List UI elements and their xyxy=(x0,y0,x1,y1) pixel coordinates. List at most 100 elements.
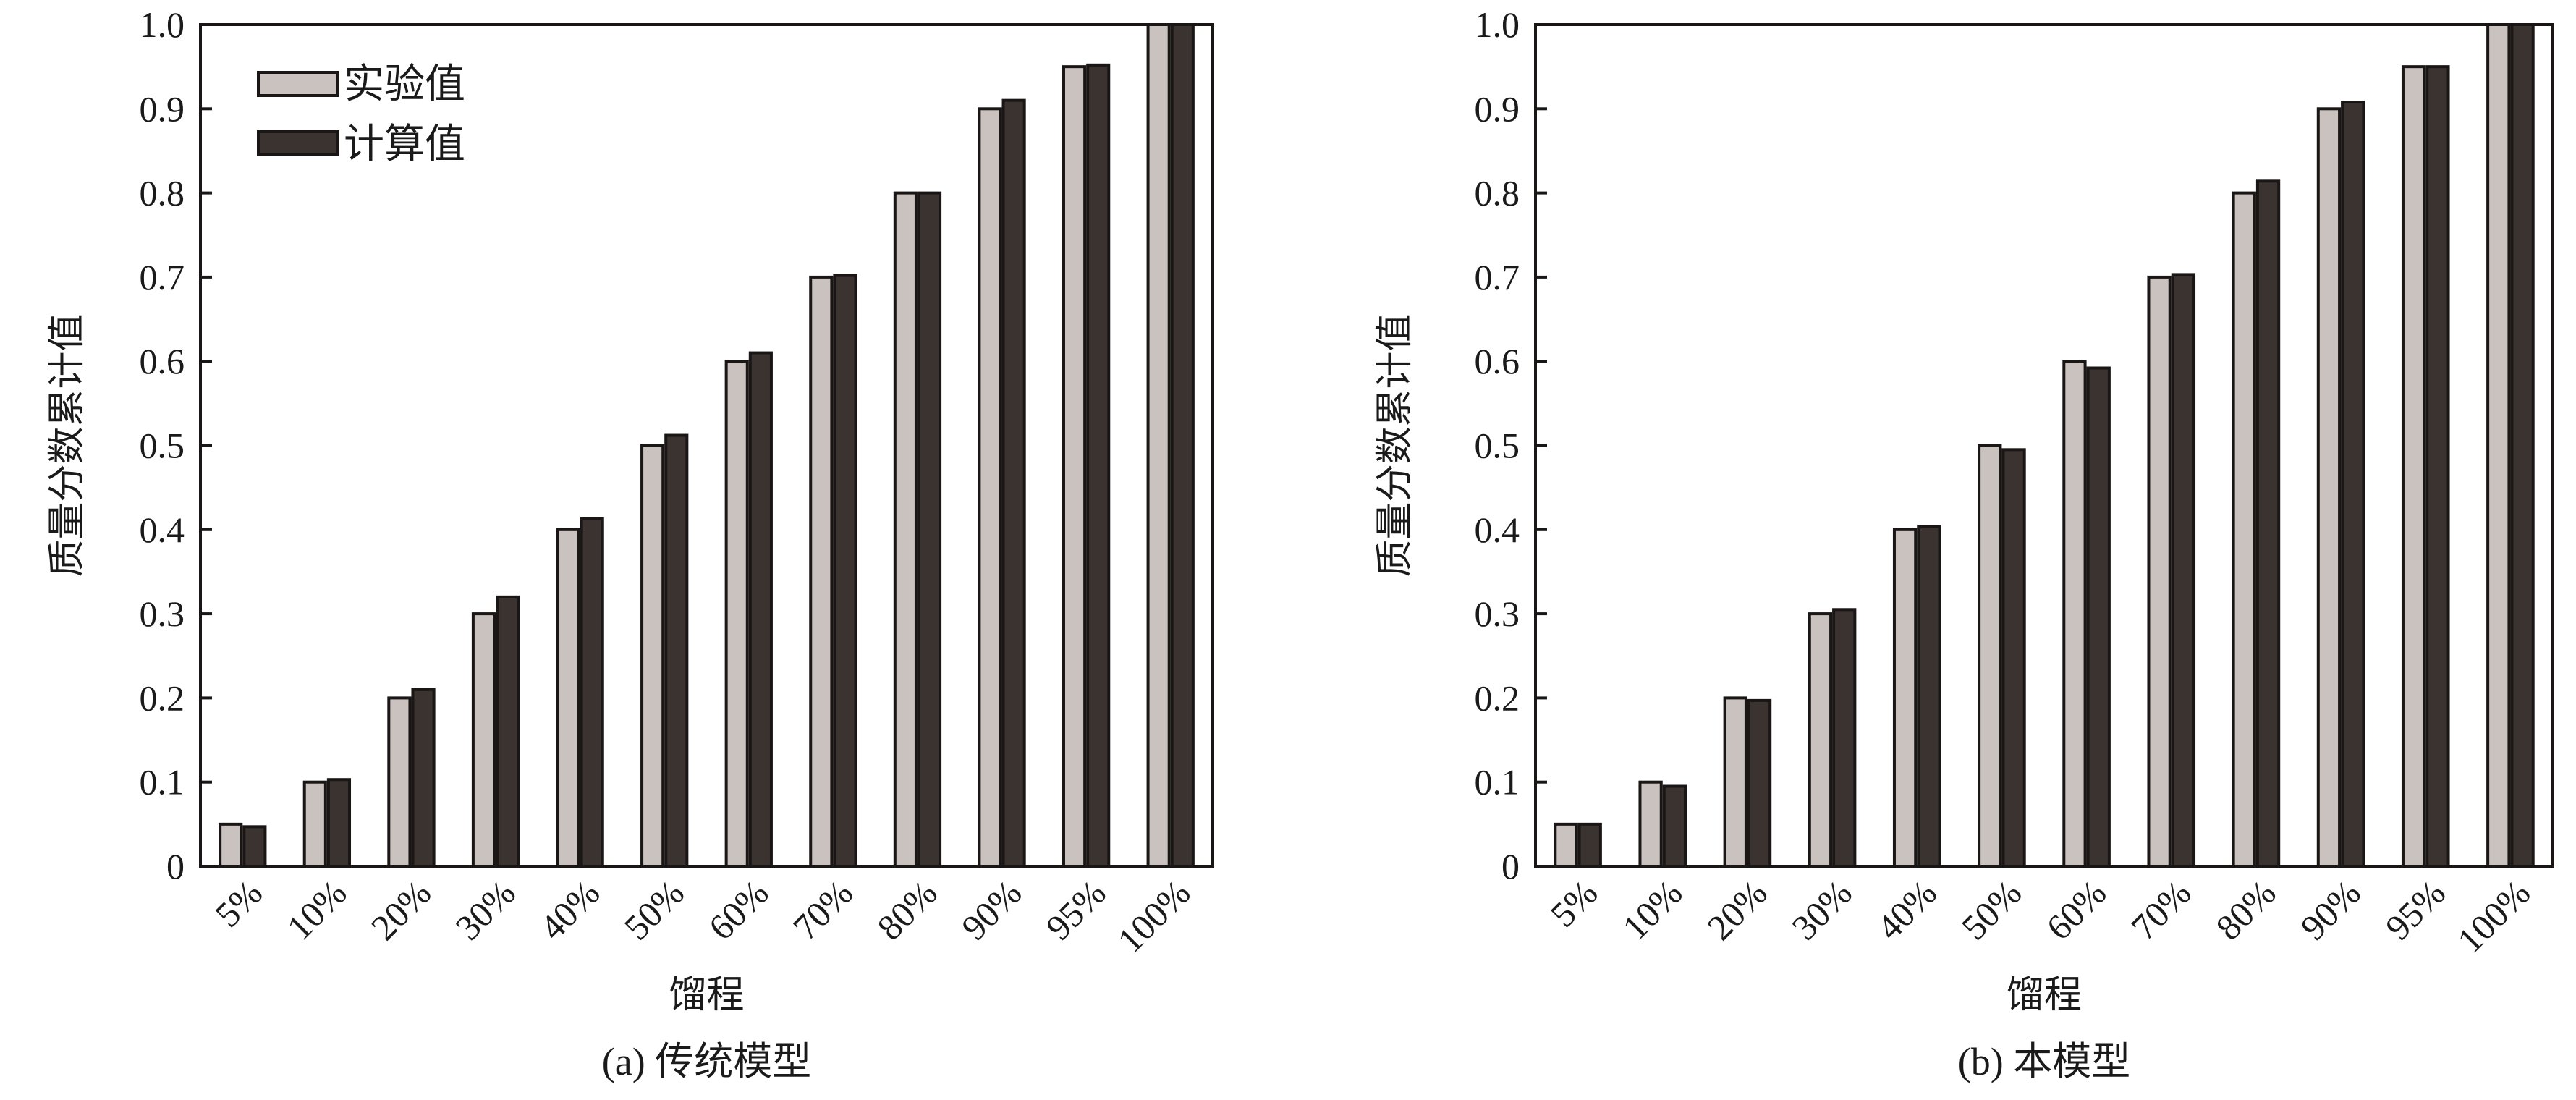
x-tick-label: 95% xyxy=(2378,872,2453,947)
y-tick-label: 0.8 xyxy=(140,173,185,213)
y-tick-label: 0.2 xyxy=(140,677,185,718)
bar-experimental xyxy=(978,107,1002,868)
x-tick-label: 50% xyxy=(617,872,692,947)
bar-calculated xyxy=(1917,525,1941,868)
x-tick-label: 30% xyxy=(1784,872,1859,947)
bar-experimental xyxy=(893,191,918,868)
bar-experimental xyxy=(1723,696,1747,868)
bar-experimental xyxy=(1638,780,1663,868)
y-tick-label: 0.3 xyxy=(140,593,185,634)
bar-experimental xyxy=(471,612,496,868)
legend-swatch-experimental xyxy=(257,71,339,97)
bar-calculated xyxy=(1747,698,1772,868)
x-tick-label: 100% xyxy=(1109,872,1198,960)
y-tick-label: 0 xyxy=(166,846,185,887)
legend-label-experimental: 实验值 xyxy=(344,62,465,107)
x-tick-label: 30% xyxy=(447,872,522,947)
bar-calculated xyxy=(496,595,520,868)
bar-calculated xyxy=(1577,822,1602,868)
bar-calculated xyxy=(1001,98,1026,868)
y-tick-label: 0.5 xyxy=(1475,426,1520,466)
x-tick-label: 90% xyxy=(2292,872,2368,947)
legend: 实验值 计算值 xyxy=(257,62,465,167)
bar-experimental xyxy=(1808,612,1833,868)
bar-calculated xyxy=(1086,63,1111,868)
y-axis-label: 质量分数累计值 xyxy=(47,313,88,577)
y-tick-label: 0.6 xyxy=(1475,341,1520,381)
y-tick-label: 0.4 xyxy=(1475,509,1520,550)
bar-calculated xyxy=(2510,23,2535,868)
bar-experimental xyxy=(1146,23,1171,868)
y-tick-label: 0.7 xyxy=(1475,257,1520,297)
x-tick-label: 5% xyxy=(1543,872,1606,935)
x-axis-label: 馏程 xyxy=(2007,975,2082,1016)
x-tick-label: 100% xyxy=(2449,872,2538,960)
x-tick-label: 10% xyxy=(279,872,354,947)
x-tick-label: 70% xyxy=(785,872,860,947)
y-tick-label: 0.8 xyxy=(1475,173,1520,213)
bar-calculated xyxy=(2255,179,2281,868)
bar-experimental xyxy=(2147,275,2172,868)
bar-experimental xyxy=(219,822,243,868)
x-tick-label: 50% xyxy=(1954,872,2029,947)
x-tick-label: 70% xyxy=(2123,872,2198,947)
bar-experimental xyxy=(2486,23,2511,868)
bar-calculated xyxy=(411,688,436,868)
bar-experimental xyxy=(2401,65,2426,868)
bar-experimental xyxy=(1554,822,1578,868)
chart-a: 5% 10% 20% 30% 40% 50% 60% 70% 80% 90% 95%100% 0 0.1… xyxy=(47,4,1214,1083)
x-tick-label: 90% xyxy=(954,872,1029,947)
y-tick-label: 0 xyxy=(1501,846,1520,887)
bar-calculated xyxy=(326,778,352,868)
y-tick-label: 0.5 xyxy=(140,426,185,466)
legend-label-calculated: 计算值 xyxy=(344,122,465,167)
y-tick-label: 0.1 xyxy=(1475,762,1520,803)
bar-calculated xyxy=(2001,448,2026,868)
bar-experimental xyxy=(2062,360,2087,868)
chart-b: 5% 10% 20% 30% 40% 50% 60% 70% 80% 90% 95%100% 0 0.1… xyxy=(1375,4,2554,1083)
bar-experimental xyxy=(2316,107,2342,868)
bar-calculated xyxy=(1832,608,1857,868)
y-tick-label: 0.9 xyxy=(1475,88,1520,129)
bar-calculated xyxy=(2171,273,2196,868)
bar-experimental xyxy=(302,780,327,868)
x-axis-label: 馏程 xyxy=(669,975,744,1016)
y-axis-label: 质量分数累计值 xyxy=(1375,313,1416,577)
x-tick-label: 20% xyxy=(1699,872,1774,947)
y-tick-label: 0.6 xyxy=(140,341,185,381)
chart-caption: (b) 本模型 xyxy=(1958,1040,2130,1083)
bar-calculated xyxy=(833,274,857,868)
y-tick-label: 1.0 xyxy=(140,4,185,45)
bar-experimental xyxy=(387,696,412,868)
bar-calculated xyxy=(580,517,604,868)
y-tick-label: 1.0 xyxy=(1475,4,1520,45)
x-tick-label: 60% xyxy=(2038,872,2114,947)
plot-frame xyxy=(1534,23,2554,868)
y-tick-label: 0.4 xyxy=(140,509,185,550)
y-tick-label: 0.9 xyxy=(140,88,185,129)
bar-experimental xyxy=(2232,191,2256,868)
bar-experimental xyxy=(556,528,580,868)
x-tick-label: 80% xyxy=(869,872,944,947)
bar-experimental xyxy=(724,360,749,868)
y-tick-label: 0.3 xyxy=(1475,593,1520,634)
x-tick-label: 95% xyxy=(1038,872,1113,947)
x-tick-label: 80% xyxy=(2208,872,2283,947)
bar-calculated xyxy=(917,191,942,868)
x-tick-label: 60% xyxy=(700,872,776,947)
x-tick-label: 5% xyxy=(207,872,270,935)
bar-calculated xyxy=(2425,65,2450,868)
bar-calculated xyxy=(242,825,267,868)
y-tick-label: 0.2 xyxy=(1475,677,1520,718)
x-tick-label: 40% xyxy=(1869,872,1944,947)
y-tick-label: 0.1 xyxy=(140,762,185,803)
bar-experimental xyxy=(640,444,665,868)
chart-caption: (a) 传统模型 xyxy=(602,1040,811,1083)
bar-experimental xyxy=(809,275,834,868)
bar-experimental xyxy=(1978,444,2002,868)
x-tick-label: 40% xyxy=(532,872,607,947)
bar-calculated xyxy=(748,351,773,868)
bar-calculated xyxy=(664,433,689,868)
bar-experimental xyxy=(1062,65,1087,868)
